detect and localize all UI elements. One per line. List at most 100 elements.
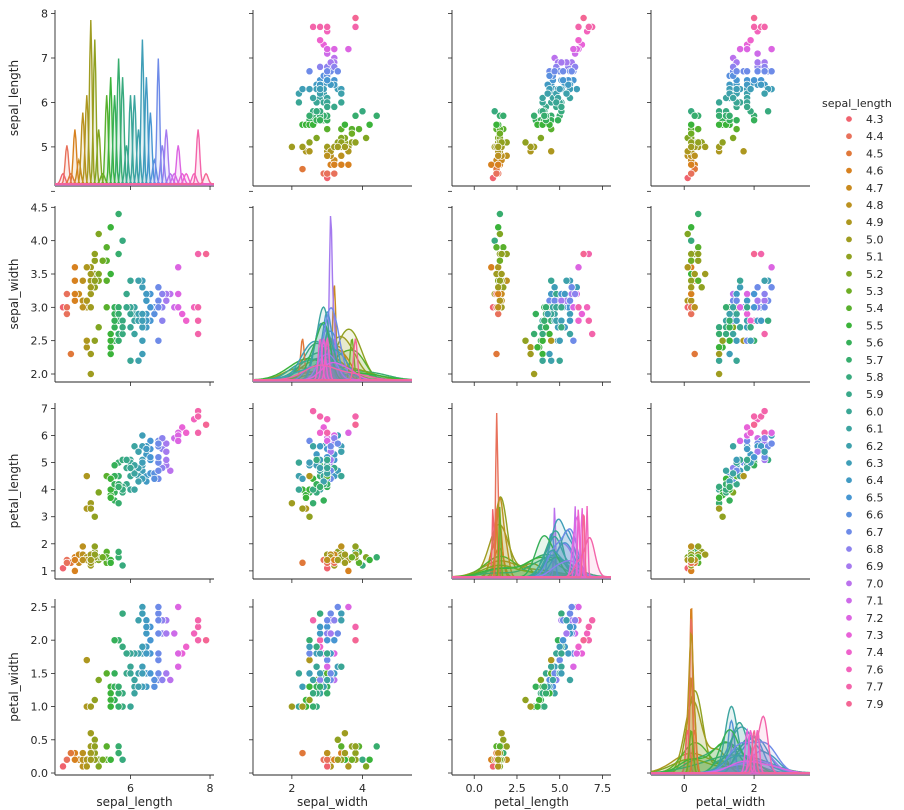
scatter-point — [102, 742, 111, 751]
scatter-point — [114, 250, 123, 258]
scatter-point — [736, 276, 745, 285]
legend-label: 6.7 — [866, 526, 884, 539]
scatter-point — [316, 412, 325, 421]
legend-label: 4.5 — [866, 147, 884, 160]
scatter-point — [531, 682, 540, 691]
scatter-point — [86, 370, 95, 378]
legend-marker — [845, 304, 853, 312]
scatter-point — [535, 696, 544, 704]
scatter-point — [134, 447, 143, 456]
scatter-point — [122, 455, 131, 464]
scatter-point — [309, 499, 318, 508]
panel-petal_width-vs-petal_length: 0.0 2.5 5.0 7.5 — [448, 599, 611, 795]
scatter-point — [569, 336, 578, 345]
scatter-point — [571, 616, 580, 625]
scatter-point — [715, 482, 724, 491]
kde-fill-6.1 — [651, 706, 810, 775]
scatter-point — [687, 142, 696, 151]
legend-marker — [845, 528, 853, 536]
legend-item: 5.8 — [845, 371, 884, 384]
scatter-point — [118, 609, 127, 618]
scatter-point — [732, 116, 741, 125]
scatter-point — [555, 642, 564, 651]
scatter-point — [90, 276, 99, 285]
scatter-point — [158, 434, 167, 443]
scatter-point — [287, 142, 296, 151]
legend-marker — [845, 149, 853, 157]
y-axis-label: sepal_width — [7, 258, 21, 329]
scatter-point — [82, 296, 91, 305]
scatter-point — [305, 642, 314, 651]
legend-item: 5.9 — [845, 388, 884, 401]
scatter-point — [305, 111, 314, 120]
scatter-point — [126, 356, 135, 365]
legend-label: 5.1 — [866, 251, 884, 264]
scatter-point — [138, 603, 147, 611]
y-tick-label: 3.5 — [31, 268, 49, 281]
scatter-point — [130, 676, 139, 684]
scatter-point — [545, 71, 554, 80]
scatter-point — [351, 542, 360, 551]
scatter-point — [333, 142, 342, 151]
scatter-point — [490, 236, 499, 245]
legend-item: 7.2 — [845, 612, 884, 625]
legend-marker — [845, 339, 853, 347]
scatter-point — [298, 682, 307, 691]
scatter-point — [138, 458, 147, 467]
scatter-point — [337, 447, 346, 456]
scatter-point — [729, 303, 738, 312]
scatter-point — [106, 350, 115, 358]
scatter-point — [316, 676, 325, 684]
scatter-point — [499, 735, 508, 744]
scatter-point — [683, 230, 692, 238]
scatter-point — [323, 415, 332, 424]
scatter-point — [732, 336, 741, 345]
scatter-point — [497, 729, 506, 738]
scatter-point — [344, 566, 353, 575]
scatter-point — [154, 609, 163, 618]
scatter-point — [538, 330, 547, 338]
scatter-point — [166, 676, 175, 684]
scatter-point — [154, 439, 163, 448]
scatter-point — [687, 120, 696, 129]
scatter-point — [106, 558, 115, 567]
panel-petal_width-vs-sepal_length: 0.0 0.5 1.0 1.5 2.0 2.5 6 8 — [31, 599, 214, 795]
scatter-point — [330, 616, 339, 625]
scatter-point — [567, 283, 576, 292]
scatter-point — [90, 742, 99, 751]
kde-fill-6.4 — [253, 323, 412, 382]
scatter-point — [687, 129, 696, 138]
scatter-point — [701, 550, 710, 559]
scatter-point — [351, 138, 360, 147]
scatter-point — [337, 742, 346, 751]
scatter-point — [725, 111, 734, 120]
scatter-point — [729, 134, 738, 142]
scatter-point — [154, 629, 163, 638]
scatter-point — [86, 556, 95, 564]
scatter-point — [542, 323, 550, 332]
legend-item: 4.9 — [845, 216, 884, 229]
y-tick-label: 1.5 — [31, 667, 49, 680]
scatter-point — [316, 669, 325, 678]
scatter-point — [722, 303, 731, 312]
scatter-point — [316, 682, 325, 691]
scatter-point — [574, 303, 583, 312]
scatter-point — [557, 323, 566, 332]
scatter-point — [743, 445, 752, 453]
kde-fill-5.9 — [651, 739, 810, 775]
scatter-point — [557, 662, 566, 671]
scatter-point — [118, 642, 127, 651]
scatter-point — [78, 749, 87, 758]
scatter-point — [78, 542, 87, 551]
legend-item: 5.1 — [845, 251, 884, 264]
scatter-point — [739, 147, 748, 156]
scatter-point — [138, 283, 147, 292]
scatter-point — [194, 412, 203, 421]
scatter-point — [562, 629, 571, 638]
scatter-point — [202, 636, 211, 645]
scatter-point — [362, 762, 371, 771]
scatter-point — [70, 276, 79, 285]
scatter-point — [138, 431, 147, 440]
scatter-point — [538, 356, 547, 365]
